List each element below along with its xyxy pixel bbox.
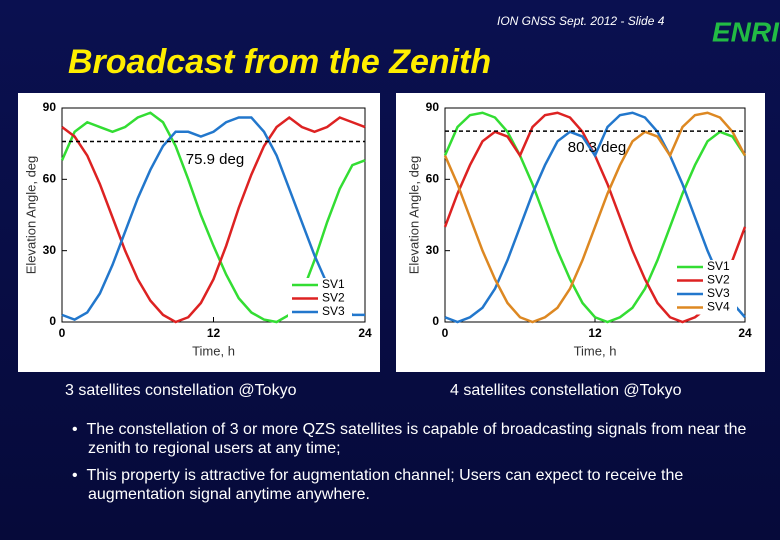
x-tick-label: 12 <box>207 326 221 340</box>
bullet-text: This property is attractive for augmenta… <box>86 467 684 503</box>
x-axis-label: Time, h <box>574 343 617 358</box>
bullet: • The constellation of 3 or more QZS sat… <box>72 421 747 457</box>
y-tick-label: 30 <box>43 243 57 257</box>
x-tick-label: 12 <box>588 326 602 340</box>
legend-box <box>288 278 352 292</box>
legend-box <box>673 273 737 288</box>
legend-box <box>673 287 737 301</box>
series-line <box>443 111 747 324</box>
y-tick-label: 0 <box>432 314 439 328</box>
y-tick-label: 60 <box>43 172 57 186</box>
legend-label: SV3 <box>322 304 345 318</box>
logo: ENRI <box>712 16 780 47</box>
bullet: • This property is attractive for augmen… <box>72 467 684 503</box>
y-tick-label: 90 <box>43 100 57 114</box>
bullet-text: The constellation of 3 or more QZS satel… <box>86 421 747 457</box>
legend-label: SV2 <box>707 273 730 287</box>
series-line <box>443 111 747 324</box>
legend-box <box>673 300 737 315</box>
series-line <box>60 111 366 324</box>
slide-graphics: ION GNSS Sept. 2012 - Slide 4 ENRI Broad… <box>18 14 780 399</box>
x-axis-label: Time, h <box>192 343 235 358</box>
legend-box <box>288 305 352 319</box>
legend-label: SV4 <box>707 300 730 314</box>
legend-box <box>673 260 737 274</box>
chart-panel <box>396 93 765 372</box>
slide-title: Broadcast from the Zenith <box>68 43 491 81</box>
caption: 4 satellites constellation @Tokyo <box>450 382 682 399</box>
y-axis-label: Elevation Angle, deg <box>406 156 421 275</box>
y-tick-label: 30 <box>426 243 440 257</box>
legend-label: SV1 <box>707 259 730 273</box>
x-tick-label: 24 <box>738 326 752 340</box>
series-line <box>61 115 366 324</box>
x-tick-label: 24 <box>358 326 372 340</box>
x-tick-label: 0 <box>442 326 449 340</box>
chart-panel <box>18 93 380 372</box>
y-tick-label: 90 <box>426 100 440 114</box>
legend-box <box>288 291 352 306</box>
threshold-label: 75.9 deg <box>186 151 244 168</box>
series-line <box>444 111 746 324</box>
caption: 3 satellites constellation @Tokyo <box>65 382 297 399</box>
legend-label: SV1 <box>322 277 345 291</box>
y-tick-label: 0 <box>49 314 56 328</box>
legend-label: SV2 <box>322 291 345 305</box>
legend-label: SV3 <box>707 286 730 300</box>
y-axis-label: Elevation Angle, deg <box>23 156 38 275</box>
x-tick-label: 0 <box>59 326 66 340</box>
threshold-label: 80.3 deg <box>568 139 626 156</box>
series-line <box>61 116 365 321</box>
slide-label: ION GNSS Sept. 2012 - Slide 4 <box>497 14 665 28</box>
y-tick-label: 60 <box>426 172 440 186</box>
